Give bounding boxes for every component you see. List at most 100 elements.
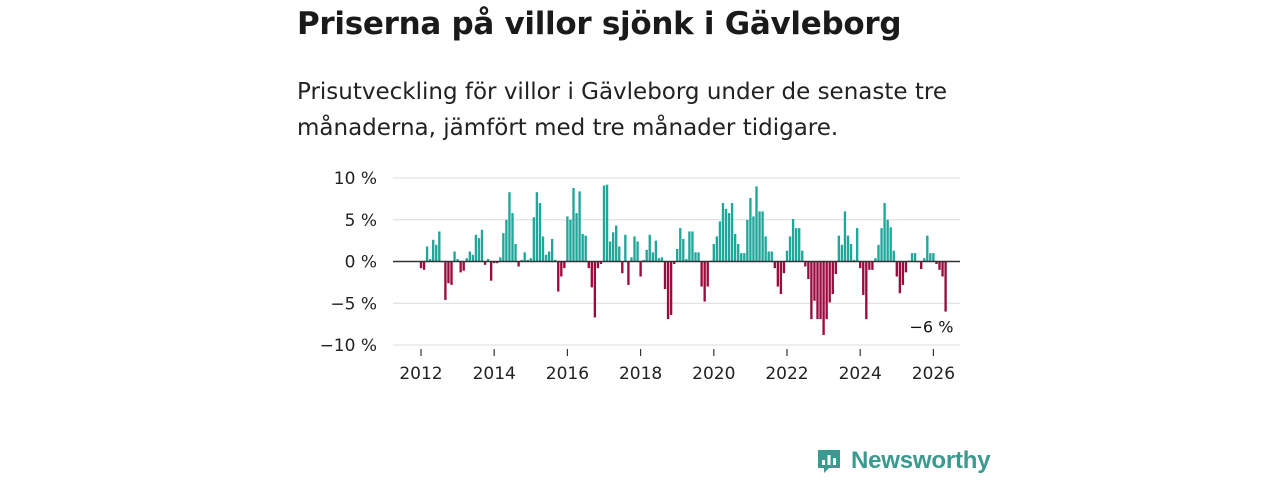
bar bbox=[733, 233, 737, 262]
bar bbox=[855, 228, 859, 262]
bar bbox=[837, 235, 841, 262]
bar bbox=[868, 261, 871, 270]
bar bbox=[798, 228, 801, 262]
bar bbox=[788, 236, 792, 262]
bar bbox=[581, 233, 584, 262]
bar bbox=[913, 253, 917, 262]
bar bbox=[520, 259, 523, 262]
bar bbox=[615, 225, 618, 262]
x-tick-label: 2020 bbox=[692, 364, 735, 384]
bar bbox=[691, 231, 694, 262]
bar bbox=[514, 243, 517, 262]
bar bbox=[489, 261, 493, 281]
bar bbox=[770, 251, 773, 262]
bar bbox=[666, 261, 670, 320]
bar bbox=[843, 211, 847, 262]
bar bbox=[685, 259, 688, 262]
bar bbox=[544, 254, 548, 262]
bar bbox=[730, 203, 734, 262]
bar bbox=[651, 252, 654, 262]
y-tick-label: −5 % bbox=[330, 294, 377, 314]
bar bbox=[865, 261, 868, 320]
bar bbox=[813, 261, 816, 301]
bar bbox=[929, 253, 932, 262]
bar bbox=[621, 261, 624, 274]
bar bbox=[590, 261, 593, 288]
x-axis: 2012 2014 2016 2018 2020 2022 2024 2026 bbox=[399, 349, 955, 384]
bar bbox=[557, 261, 560, 292]
bar bbox=[483, 261, 487, 265]
bar bbox=[526, 259, 529, 262]
bar bbox=[563, 261, 566, 269]
bar bbox=[782, 261, 786, 274]
bar bbox=[453, 251, 456, 262]
bar bbox=[459, 261, 462, 273]
bar bbox=[737, 243, 740, 262]
bar bbox=[532, 217, 536, 262]
bar bbox=[511, 213, 514, 262]
bar bbox=[630, 257, 633, 262]
bar bbox=[560, 261, 563, 277]
bar bbox=[910, 253, 914, 262]
bar bbox=[807, 261, 810, 280]
bar bbox=[508, 192, 511, 262]
brand-name: Newsworthy bbox=[851, 447, 991, 474]
y-tick-label: 10 % bbox=[334, 169, 377, 189]
bar bbox=[554, 259, 557, 262]
bar bbox=[810, 261, 813, 320]
x-tick-label: 2014 bbox=[473, 364, 516, 384]
bar bbox=[904, 261, 908, 273]
bar bbox=[700, 261, 703, 287]
last-value-label: −6 % bbox=[910, 318, 954, 337]
bar bbox=[895, 261, 898, 277]
bar bbox=[819, 261, 822, 320]
bar bbox=[880, 228, 883, 262]
bar bbox=[428, 259, 432, 262]
bar bbox=[938, 261, 941, 270]
bar bbox=[669, 261, 673, 315]
bar bbox=[804, 261, 807, 267]
bar bbox=[920, 261, 923, 270]
bar bbox=[688, 231, 691, 262]
bar bbox=[477, 238, 481, 262]
bar bbox=[627, 261, 630, 285]
bar bbox=[834, 261, 837, 275]
bar bbox=[849, 243, 853, 262]
bar bbox=[746, 219, 749, 262]
bar bbox=[721, 203, 725, 262]
bar-chart: 10 % 5 % 0 % −5 % −10 % 2012 2014 2016 2018 2020… bbox=[320, 169, 960, 384]
bar bbox=[944, 261, 947, 312]
bar bbox=[752, 216, 755, 262]
y-axis: 10 % 5 % 0 % −5 % −10 % bbox=[320, 169, 377, 356]
bar bbox=[486, 259, 490, 262]
x-tick-label: 2018 bbox=[619, 364, 662, 384]
bar bbox=[901, 261, 905, 285]
chart-title: Priserna på villor sjönk i Gävleborg bbox=[297, 6, 902, 42]
bar bbox=[569, 219, 572, 262]
newsworthy-logo: Newsworthy bbox=[815, 447, 991, 475]
bar bbox=[758, 211, 761, 262]
bar bbox=[465, 258, 468, 262]
bars bbox=[419, 184, 947, 335]
bar bbox=[541, 236, 545, 262]
bar bbox=[474, 234, 478, 262]
bar bbox=[697, 252, 700, 262]
bar bbox=[755, 186, 758, 262]
bar bbox=[493, 261, 496, 264]
bar bbox=[648, 234, 651, 262]
bar bbox=[852, 259, 856, 262]
bar bbox=[547, 251, 551, 262]
bar bbox=[889, 227, 892, 262]
x-tick-label: 2016 bbox=[546, 364, 589, 384]
x-tick-label: 2026 bbox=[912, 364, 955, 384]
bar bbox=[785, 250, 789, 262]
bar bbox=[438, 231, 441, 262]
x-tick-label: 2022 bbox=[765, 364, 808, 384]
bar bbox=[538, 203, 542, 262]
bar bbox=[593, 261, 597, 318]
bar bbox=[636, 241, 639, 262]
bar bbox=[727, 213, 731, 262]
bar bbox=[468, 251, 471, 262]
bar bbox=[831, 261, 834, 295]
bar bbox=[654, 240, 658, 262]
